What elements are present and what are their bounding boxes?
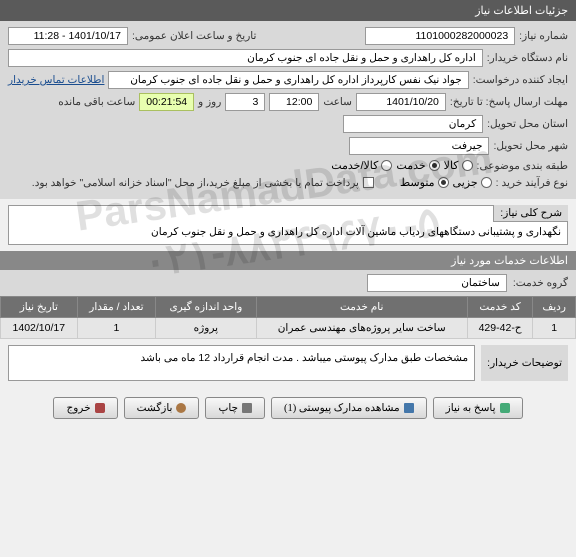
cell-date: 1402/10/17 [1,318,78,339]
category-label: طبقه بندی موضوعی: [477,160,568,172]
table-row: 1 ح-42-429 ساخت سایر پروژه‌های مهندسی عم… [1,318,576,339]
desc-text: نگهداری و پشتیبانی دستگاههای ردیاب ماشین… [15,226,561,238]
cell-qty: 1 [77,318,156,339]
cell-code: ح-42-429 [467,318,532,339]
attachments-button[interactable]: مشاهده مدارک پیوستی (1) [271,397,427,419]
buyer-notes-box: مشخصات طبق مدارک پیوستی میباشد . مدت انج… [8,345,475,381]
buyer-org-field: اداره کل راهداری و حمل و نقل جاده ای جنو… [8,49,483,67]
radio-medium[interactable]: متوسط [400,176,449,189]
page-title: جزئیات اطلاعات نیاز [475,5,568,17]
row-need-no: شماره نیاز: 1101000282000023 تاریخ و ساع… [8,27,568,45]
need-description-box: شرح کلی نیاز: نگهداری و پشتیبانی دستگاهه… [8,205,568,245]
table-header-row: ردیف کد خدمت نام خدمت واحد اندازه گیری ت… [1,297,576,318]
buyer-notes-row: توضیحات خریدار: مشخصات طبق مدارک پیوستی … [8,345,568,381]
announce-label: تاریخ و ساعت اعلان عمومی: [132,30,256,42]
print-button[interactable]: چاپ [205,397,265,419]
city-field: جیرفت [349,137,489,155]
col-name: نام خدمت [256,297,467,318]
services-section-header: اطلاعات خدمات مورد نیاز [0,251,576,270]
col-code: کد خدمت [467,297,532,318]
row-province: استان محل تحویل: کرمان [8,115,568,133]
contact-link[interactable]: اطلاعات تماس خریدار [8,74,104,86]
need-no-field: 1101000282000023 [365,27,515,45]
requester-field: جواد نیک نفس کارپرداز اداره کل راهداری و… [108,71,468,89]
row-category: طبقه بندی موضوعی: کالا خدمت کالا/خدمت [8,159,568,172]
remain-label: ساعت باقی مانده [58,96,135,108]
desc-label: شرح کلی نیاز: [493,205,568,222]
col-qty: تعداد / مقدار [77,297,156,318]
form-area: شماره نیاز: 1101000282000023 تاریخ و ساع… [0,21,576,199]
countdown-timer: 00:21:54 [139,93,194,111]
payment-note: پرداخت تمام یا بخشی از مبلغ خرید،از محل … [32,177,359,189]
days-label: روز و [198,96,221,108]
radio-icon [429,160,440,171]
cell-row: 1 [533,318,576,339]
group-field: ساختمان [367,274,507,292]
print-icon [242,403,252,413]
row-deadline: مهلت ارسال پاسخ: تا تاریخ: 1401/10/20 سا… [8,93,568,111]
services-table: ردیف کد خدمت نام خدمت واحد اندازه گیری ت… [0,296,576,339]
radio-icon [381,160,392,171]
service-group-row: گروه خدمت: ساختمان [0,270,576,296]
process-label: نوع فرآیند خرید : [496,177,568,189]
cell-name: ساخت سایر پروژه‌های مهندسی عمران [256,318,467,339]
col-date: تاریخ نیاز [1,297,78,318]
row-buyer-org: نام دستگاه خریدار: اداره کل راهداری و حم… [8,49,568,67]
radio-service[interactable]: خدمت [396,159,439,172]
exit-icon [95,403,105,413]
province-field: کرمان [343,115,483,133]
buyer-notes-label: توضیحات خریدار: [481,345,568,381]
deadline-date-field: 1401/10/20 [356,93,446,111]
radio-icon [481,177,492,188]
deadline-time-field: 12:00 [269,93,319,111]
reply-icon [500,403,510,413]
exit-button[interactable]: خروج [53,397,117,419]
radio-partial[interactable]: جزیی [453,176,492,189]
radio-both[interactable]: کالا/خدمت [331,159,392,172]
group-label: گروه خدمت: [513,277,568,289]
col-row: ردیف [533,297,576,318]
back-button[interactable]: بازگشت [124,397,200,419]
page-header: جزئیات اطلاعات نیاز [0,0,576,21]
radio-icon [438,177,449,188]
requester-label: ایجاد کننده درخواست: [473,74,568,86]
time-label: ساعت [323,96,352,108]
document-icon [404,403,414,413]
need-no-label: شماره نیاز: [519,30,568,42]
cell-unit: پروژه [156,318,256,339]
row-requester: ایجاد کننده درخواست: جواد نیک نفس کارپرد… [8,71,568,89]
province-label: استان محل تحویل: [487,118,568,130]
row-city: شهر محل تحویل: جیرفت [8,137,568,155]
radio-icon [462,160,473,171]
radio-goods[interactable]: کالا [444,159,473,172]
col-unit: واحد اندازه گیری [156,297,256,318]
city-label: شهر محل تحویل: [493,140,568,152]
back-icon [176,403,186,413]
reply-button[interactable]: پاسخ به نیاز [433,397,523,419]
buyer-org-label: نام دستگاه خریدار: [487,52,568,64]
button-bar: پاسخ به نیاز مشاهده مدارک پیوستی (1) چاپ… [0,387,576,429]
deadline-label: مهلت ارسال پاسخ: تا تاریخ: [450,96,568,108]
payment-checkbox[interactable] [363,177,374,188]
row-process: نوع فرآیند خرید : جزیی متوسط پرداخت تمام… [8,176,568,189]
announce-field: 1401/10/17 - 11:28 [8,27,128,45]
days-field: 3 [225,93,265,111]
